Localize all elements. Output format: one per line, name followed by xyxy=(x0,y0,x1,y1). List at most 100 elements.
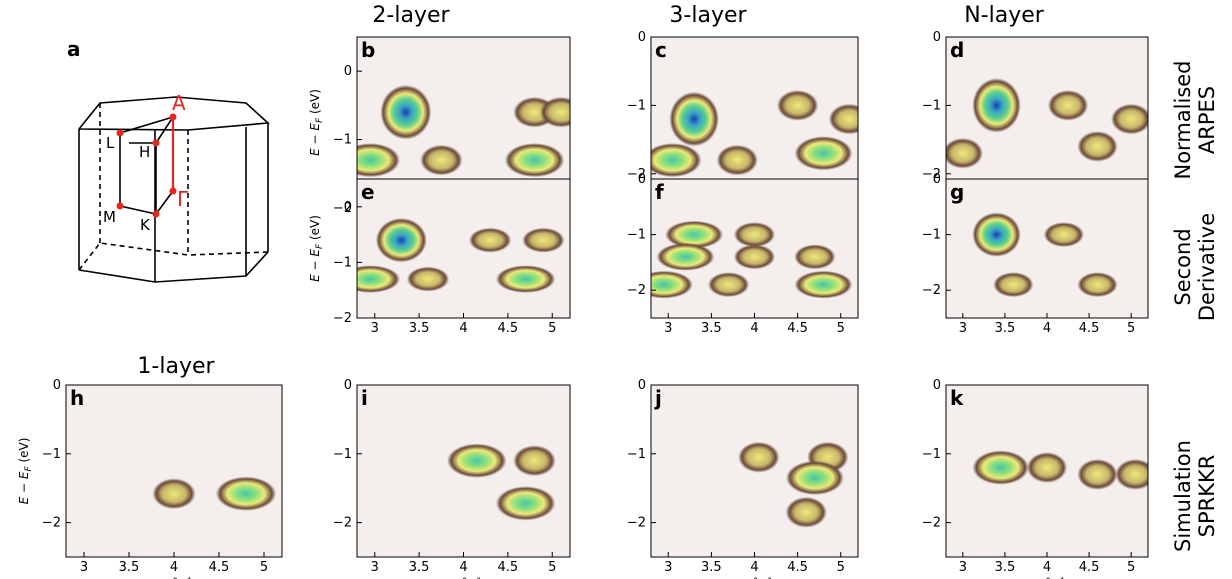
y-tick-label: −2 xyxy=(333,516,352,531)
bz-point-l xyxy=(116,129,124,137)
y-tick-label: −2 xyxy=(333,311,352,326)
x-tick-label: 5 xyxy=(1127,321,1135,336)
y-tick-label: −2 xyxy=(922,283,941,298)
x-tick-label: 5 xyxy=(260,560,268,575)
x-tick-label: 3.5 xyxy=(409,560,430,575)
x-tick-label: 3 xyxy=(664,321,672,336)
band-feature xyxy=(215,476,277,511)
band-feature xyxy=(707,272,750,298)
panel-background xyxy=(946,179,1148,318)
row-title-second-derivative: Second Derivative xyxy=(1171,213,1219,321)
column-title-1-layer: 1-layer xyxy=(137,354,215,379)
panel-letter-e: e xyxy=(361,180,375,204)
bz-path-l-m-k xyxy=(119,133,157,215)
panel-g: g 3 3.5 4 4.5 5 0 −1 −2 xyxy=(922,172,1149,336)
y-tick-label: −2 xyxy=(922,516,941,531)
band-feature xyxy=(794,270,853,299)
panel-letter-h: h xyxy=(70,386,84,410)
y-tick-label: −1 xyxy=(42,447,61,462)
band-feature xyxy=(380,84,432,140)
y-tick-label: −1 xyxy=(333,255,352,270)
x-tick-label: 3.5 xyxy=(995,321,1016,336)
y-tick-label: −1 xyxy=(627,447,646,462)
band-feature xyxy=(357,265,401,293)
x-tick-label: 3 xyxy=(664,560,672,575)
column-title-n-layer: N-layer xyxy=(964,3,1045,28)
panel-letter-d: d xyxy=(950,38,964,62)
band-feature xyxy=(794,244,836,270)
y-tick-label: 0 xyxy=(638,172,646,187)
brillouin-zone-diagram: a xyxy=(67,37,270,283)
panel-f: f 3 3.5 4 4.5 5 0 −1 −2 xyxy=(627,172,859,336)
y-tick-label: −1 xyxy=(333,447,352,462)
y-axis-label: E − EF (eV) xyxy=(308,89,325,156)
band-feature xyxy=(1077,131,1118,162)
x-tick-label: 3.5 xyxy=(995,560,1016,575)
panel-e: e 3 3.5 4 4.5 5 0 −1 −2 E − EF (eV) xyxy=(308,178,571,336)
bz-path-h-a xyxy=(155,116,174,144)
band-feature xyxy=(357,143,401,178)
x-tick-label: 4 xyxy=(750,321,758,336)
y-axis-label: E − EF (eV) xyxy=(308,215,325,282)
x-tick-label: 3.5 xyxy=(701,560,722,575)
x-tick-label: 4 xyxy=(1043,560,1051,575)
band-feature xyxy=(733,244,776,270)
y-tick-label: −2 xyxy=(627,167,646,182)
row-title-simulation-line-2: SPRKKR xyxy=(1195,455,1219,538)
y-tick-label: 0 xyxy=(344,200,352,215)
y-tick-label: −1 xyxy=(333,133,352,148)
y-tick-label: −1 xyxy=(922,447,941,462)
x-tick-label: 3 xyxy=(959,560,967,575)
x-tick-label: 5 xyxy=(548,560,556,575)
band-feature xyxy=(972,78,1021,133)
x-tick-label: 4.5 xyxy=(1079,560,1100,575)
band-feature xyxy=(946,137,984,169)
band-feature xyxy=(669,91,719,147)
x-tick-label: 5 xyxy=(1127,560,1135,575)
band-feature xyxy=(468,227,512,253)
row-title-arpes-line-2: ARPES xyxy=(1195,86,1219,154)
band-feature xyxy=(665,220,724,249)
heatmap-panels: b 3 3.5 4 4.5 5 0 −1 −2 E − EF (eV) c 3 3.5 4 4.5 5 0 −1 −… xyxy=(17,30,1149,579)
panel-j: j33.544.550−1−2kz (Å−1) xyxy=(627,378,859,579)
panel-i: i33.544.550−1−2kz (Å−1) xyxy=(333,378,571,579)
x-tick-label: 3 xyxy=(371,560,379,575)
bz-point-m xyxy=(116,202,124,210)
panel-letter-i: i xyxy=(361,386,368,410)
x-tick-label: 3 xyxy=(959,321,967,336)
panel-background xyxy=(66,385,282,557)
y-tick-label: 0 xyxy=(344,64,352,79)
band-feature xyxy=(522,227,565,253)
bz-point-gamma xyxy=(169,187,177,195)
bz-label-a: A xyxy=(172,91,186,115)
y-tick-label: 0 xyxy=(933,30,941,45)
row-title-derivative-line-2: Derivative xyxy=(1195,213,1219,321)
band-feature xyxy=(972,450,1029,485)
row-title-arpes-line-1: Normalised xyxy=(1171,60,1195,179)
panel-h: h33.544.550−1−2E − EF (eV)kz (Å−1) xyxy=(17,378,283,579)
row-title-derivative-line-1: Second xyxy=(1171,228,1195,305)
band-feature xyxy=(504,143,565,178)
row-title-simulation: Simulation SPRKKR xyxy=(1171,440,1219,552)
band-feature xyxy=(651,270,693,299)
panel-k: k33.544.550−1−2kz (Å−1) xyxy=(922,378,1149,579)
band-feature xyxy=(1026,452,1068,484)
y-tick-label: 0 xyxy=(344,378,352,393)
column-title-3-layer: 3-layer xyxy=(669,3,747,28)
y-tick-label: 0 xyxy=(933,172,941,187)
x-tick-label: 4.5 xyxy=(787,321,808,336)
panel-letter-b: b xyxy=(361,38,375,62)
row-title-simulation-line-1: Simulation xyxy=(1171,440,1195,552)
bz-hidden-bottom xyxy=(78,242,269,271)
x-tick-label: 4.5 xyxy=(498,560,519,575)
bz-bottom-front xyxy=(78,251,269,283)
band-feature xyxy=(794,136,853,171)
panel-letter-c: c xyxy=(655,38,667,62)
panel-letter-k: k xyxy=(950,386,964,410)
column-title-2-layer: 2-layer xyxy=(372,3,450,28)
x-tick-label: 5 xyxy=(837,321,845,336)
y-tick-label: −2 xyxy=(627,516,646,531)
bz-path-k-gamma xyxy=(155,190,174,215)
bz-label-k: K xyxy=(140,216,151,234)
band-feature xyxy=(656,242,715,271)
